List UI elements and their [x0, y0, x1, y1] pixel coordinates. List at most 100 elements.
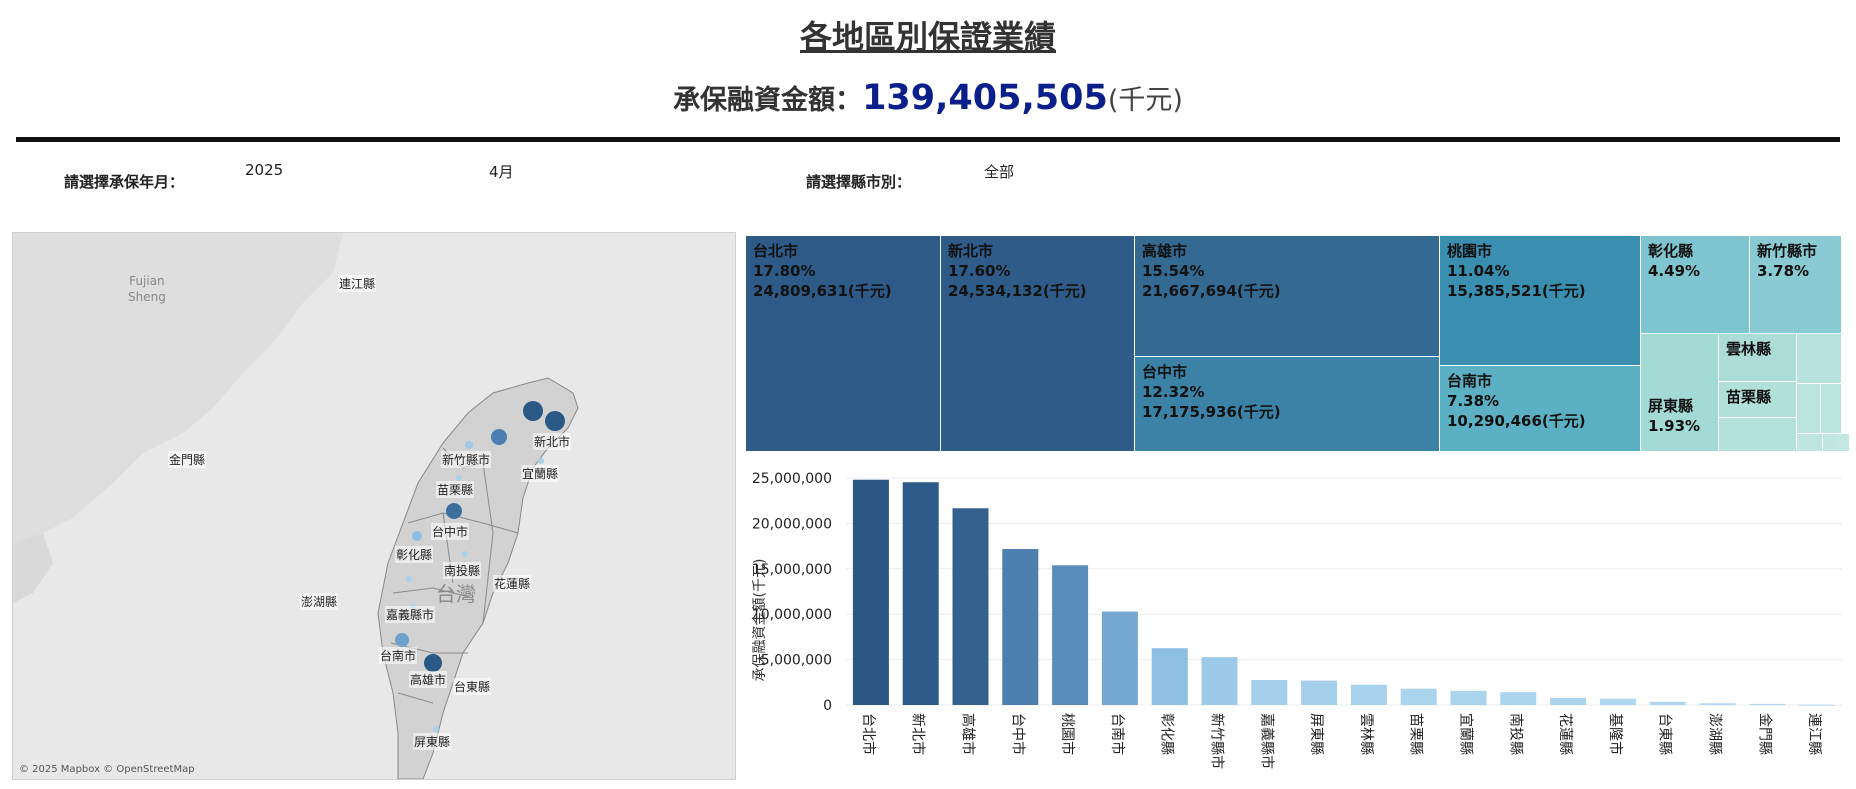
treemap-cell-taipei[interactable]: 台北市 17.80% 24,809,631(千元)	[746, 236, 941, 452]
marker-miaoli[interactable]	[456, 475, 462, 481]
taiwan-map[interactable]: Fujian Sheng 連江縣 金門縣 澎湖縣 台灣 新竹縣市 新北市 宜蘭縣 …	[12, 232, 736, 780]
x-tick-label: 宜蘭縣	[1458, 713, 1474, 755]
treemap-cell-kaohsiung[interactable]: 高雄市 15.54% 21,667,694(千元)	[1135, 236, 1440, 357]
marker-changhua[interactable]	[412, 531, 422, 541]
x-tick-label: 台北市	[860, 713, 877, 755]
map-credit: © 2025 Mapbox © OpenStreetMap	[19, 764, 195, 775]
treemap-cell-small-c[interactable]	[1797, 384, 1821, 434]
y-tick-label: 15,000,000	[752, 562, 832, 578]
bar[interactable]	[1301, 680, 1338, 705]
x-tick-label: 新竹縣市	[1209, 713, 1226, 769]
amount-label: 承保融資金額：	[673, 85, 863, 116]
amount-unit: (千元)	[1107, 85, 1183, 116]
page-title: 各地區別保證業績	[799, 18, 1056, 56]
total-amount: 承保融資金額：139,405,505(千元)	[0, 78, 1856, 118]
bar[interactable]	[952, 508, 989, 705]
treemap-cell-tainan[interactable]: 台南市 7.38% 10,290,466(千元)	[1440, 366, 1641, 452]
map-label-tainan: 台南市	[379, 647, 418, 664]
bar[interactable]	[1052, 565, 1089, 705]
bar[interactable]	[1101, 611, 1138, 705]
treemap-cell-hsinchu[interactable]: 新竹縣市 3.78%	[1750, 236, 1842, 334]
bar[interactable]	[852, 479, 889, 705]
x-tick-label: 南投縣	[1507, 713, 1523, 755]
bar[interactable]	[1151, 648, 1188, 705]
map-label-kaohsiung: 高雄市	[409, 671, 448, 688]
bar[interactable]	[1201, 657, 1238, 705]
marker-taichung[interactable]	[446, 503, 462, 519]
bar[interactable]	[1599, 698, 1636, 705]
bar[interactable]	[1699, 703, 1736, 705]
marker-tainan[interactable]	[395, 633, 409, 647]
map-label-nantou: 南投縣	[443, 562, 482, 579]
x-tick-label: 花蓮縣	[1557, 713, 1573, 755]
treemap-cell-small-e[interactable]	[1797, 434, 1823, 452]
map-label-new-taipei: 新北市	[533, 433, 572, 450]
bar[interactable]	[1749, 703, 1786, 705]
map-label-taichung: 台中市	[431, 523, 470, 540]
treemap-cell-taoyuan[interactable]: 桃園市 11.04% 15,385,521(千元)	[1440, 236, 1641, 366]
bar[interactable]	[1799, 704, 1836, 706]
map-label-fujian: Fujian Sheng	[128, 274, 166, 304]
x-tick-label: 雲林縣	[1358, 713, 1374, 755]
marker-kaohsiung[interactable]	[424, 654, 442, 672]
map-label-yilan: 宜蘭縣	[521, 465, 560, 482]
x-tick-label: 新北市	[910, 713, 927, 755]
x-tick-label: 台南市	[1109, 713, 1126, 755]
map-label-taitung: 台東縣	[453, 678, 492, 695]
marker-yunlin[interactable]	[406, 576, 412, 582]
treemap-cell-small-g[interactable]	[1835, 434, 1850, 452]
marker-hsinchu[interactable]	[465, 441, 473, 449]
marker-taipei[interactable]	[523, 401, 543, 421]
y-tick-label: 5,000,000	[761, 653, 832, 669]
y-tick-label: 10,000,000	[752, 607, 832, 623]
marker-nantou[interactable]	[462, 551, 468, 557]
x-tick-label: 台中市	[1009, 713, 1026, 755]
bar[interactable]	[1550, 697, 1587, 705]
y-tick-label: 25,000,000	[752, 471, 832, 487]
marker-pingtung[interactable]	[433, 726, 439, 732]
treemap-cell-pingtung[interactable]: 屏東縣 1.93%	[1641, 334, 1719, 452]
x-tick-label: 高雄市	[960, 713, 977, 755]
treemap-cell-small-d[interactable]	[1821, 384, 1842, 434]
treemap-cell-changhua[interactable]: 彰化縣 4.49%	[1641, 236, 1750, 334]
bar[interactable]	[1350, 684, 1387, 705]
treemap-cell-small-a[interactable]	[1719, 418, 1797, 452]
marker-yilan[interactable]	[538, 458, 544, 464]
x-tick-label: 屏東縣	[1308, 713, 1324, 755]
year-filter[interactable]: 2025	[245, 161, 284, 179]
treemap-cell-small-b[interactable]	[1797, 334, 1842, 384]
marker-taoyuan[interactable]	[491, 429, 507, 445]
x-tick-label: 連江縣	[1806, 713, 1822, 755]
y-axis-label: 承保融資金額(千元)	[752, 559, 768, 682]
bar[interactable]	[902, 482, 939, 705]
amount-bar-chart: 0 5,000,000 10,000,000 15,000,000 20,000,000…	[752, 471, 1842, 769]
x-tick-label: 基隆市	[1607, 713, 1624, 755]
map-canvas	[13, 233, 579, 779]
x-tick-label: 苗栗縣	[1408, 713, 1424, 755]
bar[interactable]	[1251, 680, 1288, 705]
x-tick-label: 桃園市	[1059, 713, 1076, 755]
year-month-filter-label: 請選擇承保年月：	[64, 173, 185, 191]
map-label-lienchiang: 連江縣	[338, 275, 377, 292]
bar[interactable]	[1450, 690, 1487, 705]
bar[interactable]	[1500, 692, 1537, 705]
bar[interactable]	[1400, 688, 1437, 705]
month-filter[interactable]: 4月	[489, 163, 514, 181]
bar[interactable]	[1649, 701, 1686, 705]
map-label-changhua: 彰化縣	[395, 546, 434, 563]
treemap-cell-taichung[interactable]: 台中市 12.32% 17,175,936(千元)	[1135, 357, 1440, 452]
county-borders	[390, 447, 519, 704]
treemap-cell-new-taipei[interactable]: 新北市 17.60% 24,534,132(千元)	[941, 236, 1135, 452]
map-label-hsinchu: 新竹縣市	[441, 451, 492, 468]
map-label-taiwan: 台灣	[436, 582, 476, 606]
marker-new-taipei[interactable]	[545, 411, 565, 431]
bar[interactable]	[1002, 549, 1039, 705]
x-tick-label: 金門縣	[1756, 713, 1772, 755]
treemap-cell-yunlin[interactable]: 雲林縣	[1719, 334, 1797, 382]
map-label-miaoli: 苗栗縣	[436, 481, 475, 498]
map-label-kinmen: 金門縣	[168, 451, 207, 468]
x-tick-label: 彰化縣	[1159, 713, 1176, 755]
county-filter[interactable]: 全部	[984, 163, 1015, 181]
treemap-cell-miaoli[interactable]: 苗栗縣	[1719, 382, 1797, 418]
y-tick-label: 20,000,000	[752, 516, 832, 532]
